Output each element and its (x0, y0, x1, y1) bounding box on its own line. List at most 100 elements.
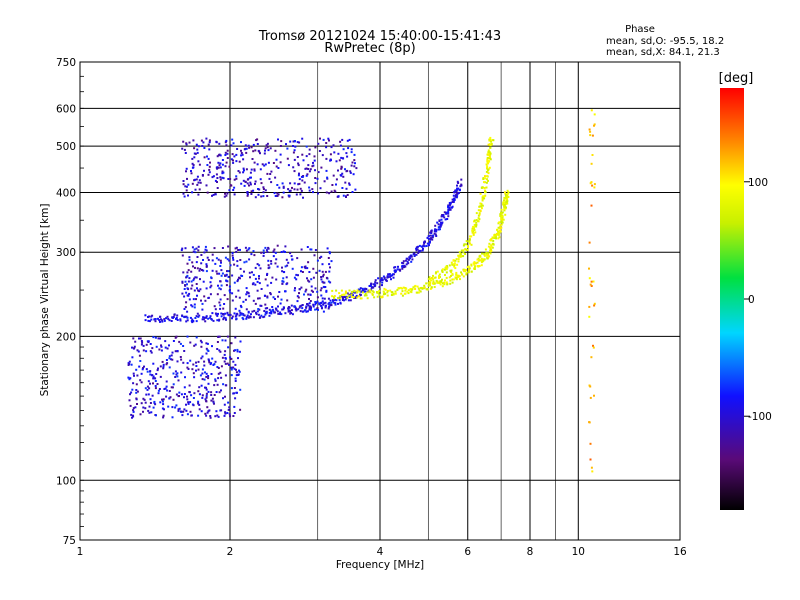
echo-point (463, 243, 466, 246)
echo-point (448, 206, 451, 209)
echo-point (199, 374, 202, 377)
echo-point (218, 335, 221, 338)
echo-point (442, 214, 445, 216)
echo-point (275, 278, 278, 281)
echo-point (333, 297, 335, 300)
echo-point (333, 296, 335, 299)
echo-point (202, 280, 205, 283)
echo-point (229, 178, 232, 180)
echo-point (414, 284, 417, 287)
echo-point (140, 381, 143, 384)
echo-point (270, 262, 273, 265)
echo-point (165, 317, 167, 320)
echo-point (502, 218, 505, 221)
echo-point (191, 284, 194, 287)
echo-point (242, 167, 245, 170)
echo-point (168, 344, 170, 347)
echo-point (139, 337, 142, 340)
echo-point (451, 201, 454, 203)
echo-point (201, 368, 204, 371)
echo-point (219, 162, 222, 165)
echo-point (141, 341, 144, 344)
echo-point (133, 345, 136, 348)
echo-point (504, 213, 507, 216)
echo-point (207, 297, 210, 299)
echo-point (298, 306, 301, 309)
echo-point (475, 262, 477, 265)
echo-point (383, 276, 386, 279)
echo-point (496, 228, 498, 231)
echo-point (216, 348, 219, 350)
echo-point (231, 274, 234, 277)
echo-point (129, 377, 132, 380)
echo-point (592, 280, 595, 283)
echo-point (321, 297, 324, 300)
echo-point (186, 362, 189, 365)
echo-point (171, 416, 174, 419)
echo-point (205, 394, 208, 397)
echo-point (316, 308, 318, 311)
echo-point (506, 192, 509, 195)
echo-point (174, 376, 177, 378)
echo-point (403, 292, 406, 295)
echo-point (253, 169, 256, 172)
echo-point (345, 170, 348, 173)
echo-point (233, 186, 236, 189)
echo-point (402, 262, 405, 265)
echo-point (210, 362, 213, 365)
echo-point (452, 278, 455, 281)
echo-point (162, 398, 165, 401)
echo-point (270, 170, 273, 173)
echo-point (142, 406, 145, 409)
echo-point (161, 319, 164, 322)
echo-point (246, 193, 249, 196)
echo-point (290, 255, 293, 258)
echo-point (229, 313, 232, 316)
echo-point (499, 229, 501, 232)
echo-point (185, 403, 187, 406)
echo-point (291, 258, 294, 261)
echo-point (487, 149, 490, 152)
echo-point (165, 380, 168, 383)
echo-point (329, 158, 332, 161)
echo-point (377, 292, 380, 295)
echo-point (282, 277, 285, 280)
echo-point (270, 310, 273, 313)
echo-point (240, 141, 242, 144)
echo-point (221, 356, 224, 359)
echo-point (313, 155, 316, 158)
echo-point (132, 407, 135, 410)
echo-point (316, 290, 319, 293)
echo-point (257, 193, 260, 196)
echo-point (314, 308, 317, 311)
echo-point (286, 157, 289, 160)
echo-point (593, 123, 596, 126)
echo-point (489, 138, 491, 141)
echo-point (223, 414, 226, 417)
echo-point (249, 171, 252, 174)
echo-point (158, 388, 161, 390)
echo-point (226, 412, 229, 414)
echo-point (275, 165, 278, 168)
echo-point (311, 165, 314, 168)
echo-point (274, 195, 277, 197)
echo-point (197, 400, 200, 403)
echo-point (191, 305, 194, 308)
echo-point (458, 251, 461, 254)
echo-point (309, 305, 312, 308)
echo-point (218, 349, 221, 352)
echo-point (292, 151, 295, 154)
echo-point (328, 139, 330, 142)
echo-point (267, 247, 270, 250)
echo-point (209, 316, 212, 319)
echo-point (251, 158, 254, 160)
echo-point (191, 162, 194, 165)
echo-point (441, 268, 444, 271)
echo-point (490, 238, 493, 240)
echo-point (210, 276, 213, 279)
echo-point (224, 357, 227, 360)
echo-point (305, 167, 308, 170)
echo-point (182, 361, 185, 364)
echo-point (479, 210, 482, 213)
